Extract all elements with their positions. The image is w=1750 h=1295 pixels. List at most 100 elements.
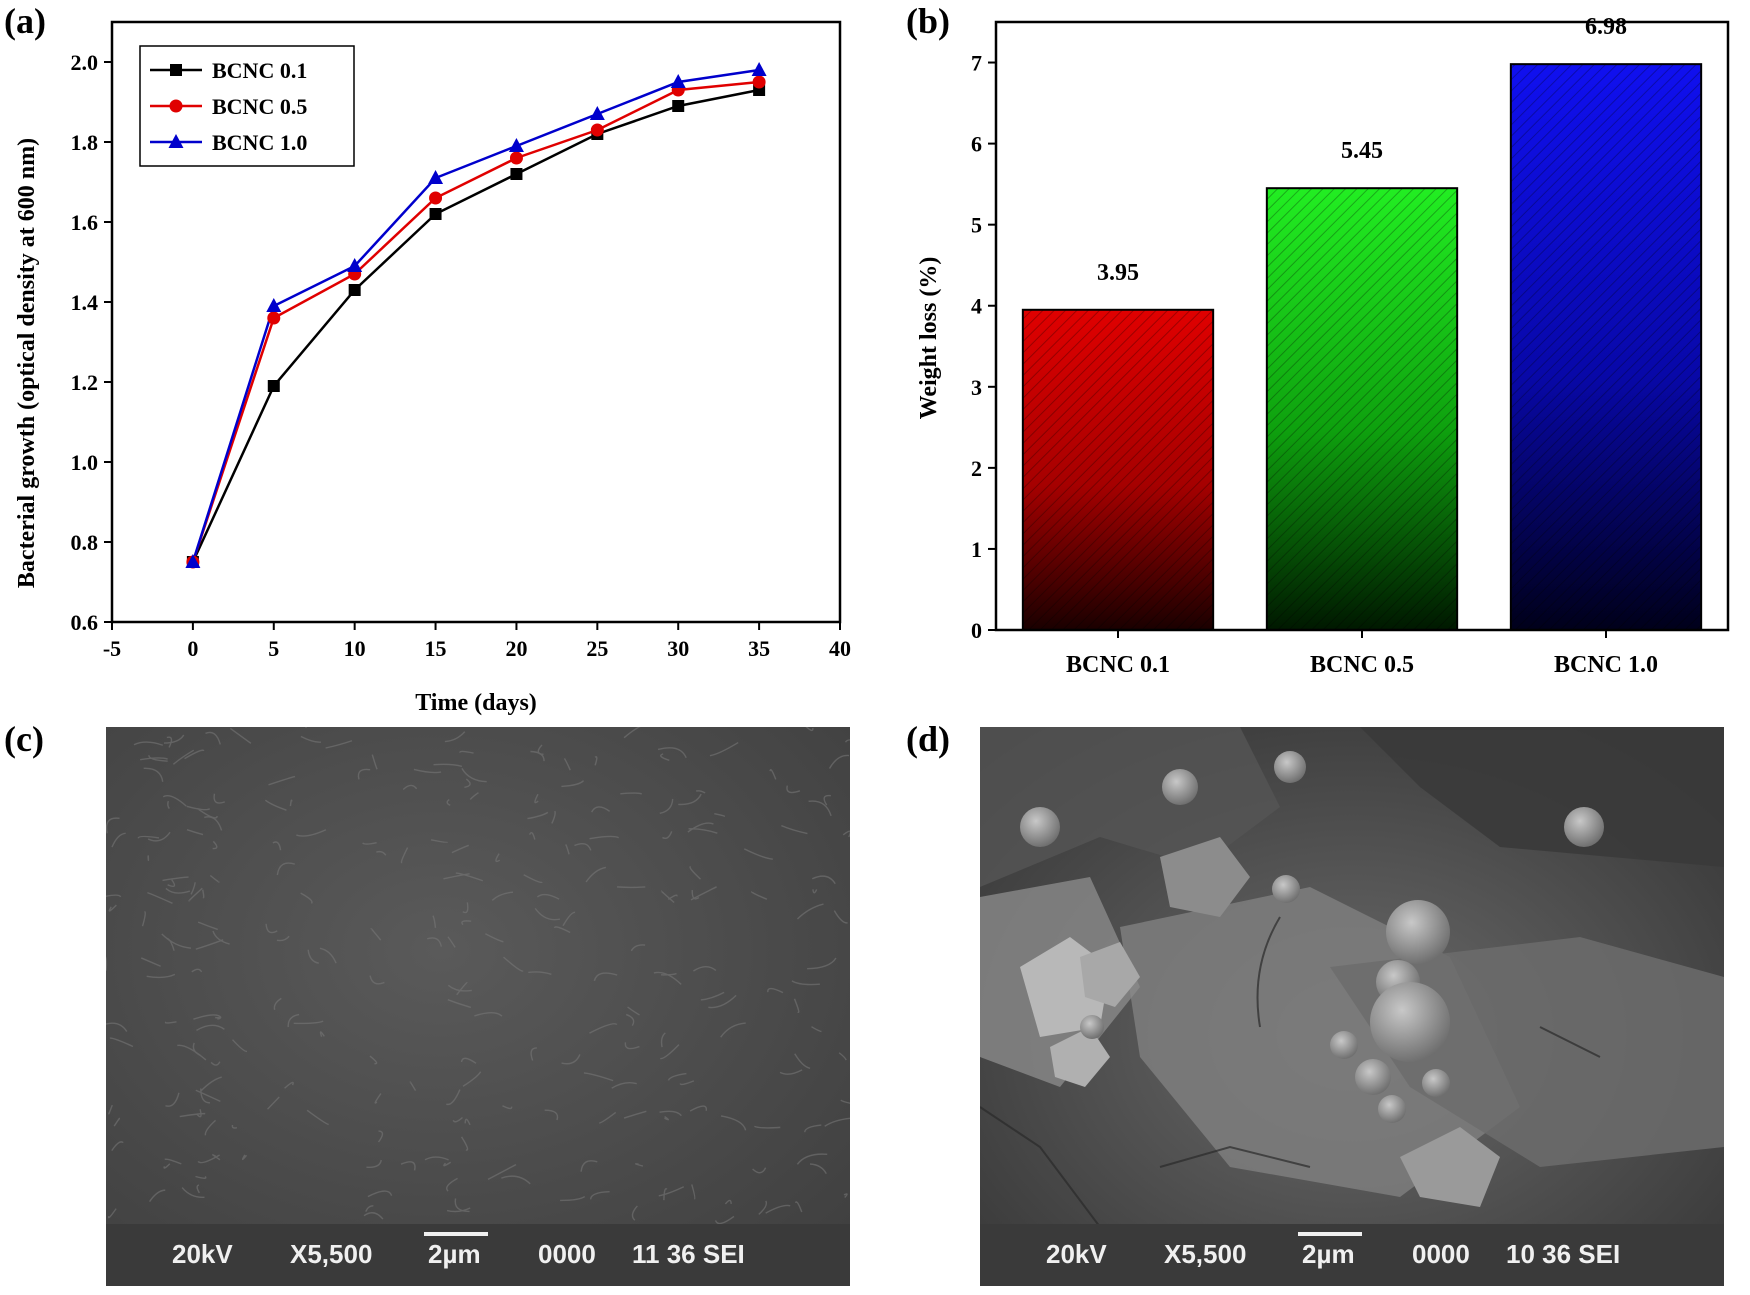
- legend-marker: [170, 64, 182, 76]
- surface-wrinkle: [146, 973, 176, 979]
- surface-wrinkle: [446, 1207, 471, 1213]
- data-point: [672, 100, 685, 112]
- surface-wrinkle: [424, 1156, 449, 1161]
- y-tick-label: 5: [971, 213, 982, 238]
- surface-wrinkle: [163, 1163, 171, 1169]
- surface-wrinkle: [452, 1116, 463, 1123]
- surface-wrinkle: [838, 1052, 847, 1061]
- surface-wrinkle: [537, 744, 544, 756]
- surface-wrinkle: [743, 848, 773, 860]
- surface-wrinkle: [163, 734, 185, 744]
- surface-wrinkle: [689, 1105, 708, 1112]
- panel-label-b: (b): [906, 1, 950, 41]
- surface-wrinkle: [161, 933, 192, 949]
- surface-wrinkle: [181, 1187, 205, 1199]
- surface-wrinkle: [544, 1109, 559, 1121]
- y-tick-label: 1.6: [71, 210, 99, 235]
- surface-wrinkle: [460, 1057, 477, 1064]
- surface-wrinkle: [844, 739, 850, 743]
- sem-image-id: 0000: [1412, 1239, 1470, 1269]
- surface-wrinkle: [195, 1175, 207, 1179]
- y-axis-label: Weight loss (%): [916, 257, 942, 420]
- surface-wrinkle: [561, 780, 585, 788]
- surface-wrinkle: [695, 790, 706, 794]
- surface-wrinkle: [464, 778, 471, 788]
- surface-wrinkle: [400, 1161, 416, 1171]
- x-category-label: BCNC 0.5: [1310, 652, 1414, 678]
- legend-marker: [169, 99, 183, 113]
- surface-wrinkle: [148, 1189, 166, 1203]
- surface-wrinkle: [667, 1072, 687, 1081]
- surface-wrinkle: [197, 1154, 220, 1164]
- sem-scale-label: 2µm: [428, 1239, 481, 1269]
- surface-wrinkle: [808, 800, 832, 817]
- surface-wrinkle: [840, 1099, 850, 1104]
- data-point: [670, 74, 686, 88]
- y-tick-label: 0.8: [71, 530, 99, 555]
- surface-wrinkle: [627, 1006, 640, 1016]
- surface-wrinkle: [474, 1012, 503, 1017]
- surface-wrinkle: [528, 971, 552, 975]
- surface-wrinkle: [162, 876, 189, 882]
- data-point: [266, 298, 282, 312]
- surface-wrinkle: [376, 850, 387, 856]
- surface-wrinkle: [708, 994, 737, 1009]
- surface-wrinkle: [631, 1205, 638, 1221]
- surface-wrinkle: [377, 1130, 384, 1143]
- surface-wrinkle: [432, 915, 437, 928]
- surface-wrinkle: [660, 890, 675, 903]
- bar-data-label: 5.45: [1341, 138, 1383, 164]
- surface-wrinkle: [447, 936, 456, 948]
- surface-wrinkle: [690, 886, 717, 901]
- surface-wrinkle: [667, 894, 678, 900]
- surface-wrinkle: [140, 957, 161, 967]
- surface-wrinkle: [284, 1081, 294, 1089]
- surface-wrinkle: [267, 1096, 280, 1110]
- x-tick-label: 35: [748, 636, 770, 661]
- surface-wrinkle: [714, 1215, 735, 1225]
- surface-wrinkle: [724, 1199, 732, 1205]
- surface-wrinkle: [752, 1167, 767, 1174]
- surface-wrinkle: [769, 768, 777, 780]
- x-axis-label: Time (days): [415, 690, 537, 716]
- surface-wrinkle: [188, 887, 203, 902]
- surface-wrinkle: [495, 853, 501, 863]
- surface-wrinkle: [660, 972, 677, 976]
- sem-magnification: X5,500: [290, 1239, 373, 1269]
- y-tick-label: 2.0: [71, 50, 99, 75]
- surface-wrinkle: [551, 810, 556, 824]
- surface-wrinkle: [446, 1177, 458, 1192]
- surface-wrinkle: [111, 832, 126, 848]
- surface-wrinkle: [184, 749, 205, 760]
- surface-wrinkle: [413, 768, 442, 774]
- surface-wrinkle: [594, 756, 598, 766]
- surface-wrinkle: [709, 741, 739, 757]
- surface-wrinkle: [148, 755, 168, 762]
- y-tick-label: 4: [971, 294, 982, 319]
- surface-wrinkle: [660, 1032, 666, 1048]
- surface-wrinkle: [167, 800, 170, 809]
- sem-scale-label: 2µm: [1302, 1239, 1355, 1269]
- surface-wrinkle: [300, 892, 313, 904]
- surface-wrinkle: [430, 839, 449, 843]
- data-point: [752, 75, 766, 89]
- line-chart: Bacterial growth (optical density at 600…: [14, 20, 851, 716]
- surface-wrinkle: [165, 887, 191, 894]
- surface-wrinkle: [362, 841, 377, 845]
- surface-wrinkle: [491, 891, 514, 901]
- surface-wrinkle: [624, 1042, 640, 1050]
- surface-wrinkle: [106, 817, 120, 834]
- y-tick-label: 3: [971, 375, 982, 400]
- surface-wrinkle: [678, 793, 702, 806]
- surface-wrinkle: [365, 1205, 374, 1212]
- data-point: [751, 62, 767, 76]
- surface-wrinkle: [599, 1111, 617, 1124]
- surface-wrinkle: [212, 840, 218, 850]
- data-point: [347, 258, 363, 272]
- bar-data-label: 6.98: [1585, 14, 1627, 40]
- y-tick-label: 1.2: [71, 370, 99, 395]
- surface-wrinkle: [843, 1193, 848, 1198]
- surface-wrinkle: [574, 842, 592, 851]
- surface-wrinkle: [620, 792, 642, 795]
- surface-wrinkle: [443, 1161, 452, 1167]
